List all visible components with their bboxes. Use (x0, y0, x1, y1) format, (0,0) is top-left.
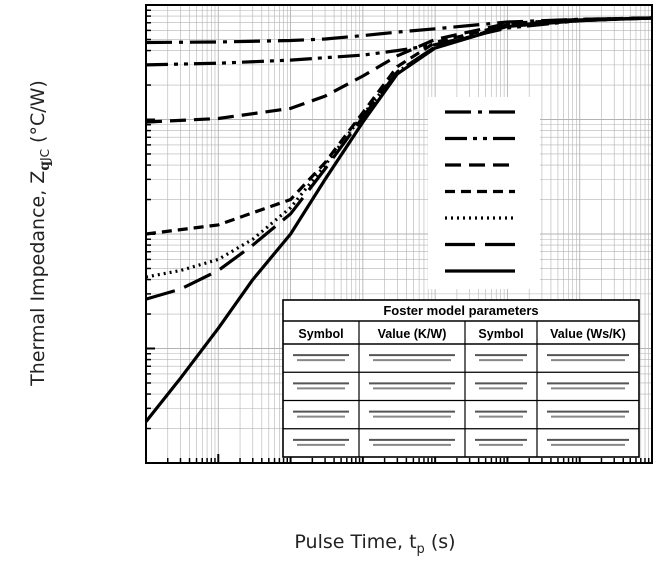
table-header-3: Symbol (478, 327, 523, 341)
illegible-cell-mark (475, 410, 527, 413)
x-axis-label: Pulse Time, tp (s) (294, 531, 455, 557)
illegible-cell-mark (475, 354, 527, 357)
illegible-cell-mark (547, 382, 629, 385)
illegible-cell-mark (475, 438, 527, 441)
series-line-dotted (145, 16, 653, 279)
illegible-cell-mark (293, 438, 349, 441)
illegible-cell-mark (369, 382, 455, 385)
illegible-cell-mark (369, 438, 455, 441)
table-title: Foster model parameters (383, 303, 538, 318)
illegible-cell-mark (373, 443, 451, 446)
illegible-cell-mark (373, 415, 451, 418)
illegible-cell-mark (547, 354, 629, 357)
foster-model-table: Foster model parameters Symbol Value (K/W)… (282, 299, 640, 458)
series-line-solid (144, 16, 653, 423)
series-line-short-dash (145, 16, 653, 236)
illegible-cell-mark (293, 354, 349, 357)
illegible-cell-mark (369, 410, 455, 413)
table-header-4: Value (Ws/K) (550, 327, 626, 341)
table-frame (282, 299, 640, 458)
illegible-cell-mark (547, 410, 629, 413)
illegible-cell-mark (297, 443, 345, 446)
table-header-1: Symbol (298, 327, 343, 341)
illegible-cell-mark (373, 387, 451, 390)
illegible-cell-mark (479, 387, 523, 390)
illegible-cell-mark (293, 382, 349, 385)
illegible-cell-mark (297, 387, 345, 390)
illegible-cell-mark (551, 387, 625, 390)
table-header-2: Value (K/W) (378, 327, 447, 341)
series-line-dash-dot-dot (145, 16, 653, 67)
illegible-cell-mark (547, 438, 629, 441)
illegible-cell-mark (479, 415, 523, 418)
illegible-cell-mark (297, 415, 345, 418)
legend (428, 97, 540, 289)
axes (145, 4, 653, 464)
y-axis-label: Thermal Impedance, ZqJC (°C/W) (27, 80, 53, 387)
illegible-cell-mark (293, 410, 349, 413)
illegible-cell-mark (551, 415, 625, 418)
illegible-cell-mark (475, 382, 527, 385)
illegible-cell-mark (551, 359, 625, 362)
illegible-cell-mark (479, 443, 523, 446)
illegible-cell-mark (551, 443, 625, 446)
illegible-cell-mark (369, 354, 455, 357)
series-group (144, 16, 653, 423)
illegible-cell-mark (373, 359, 451, 362)
illegible-cell-mark (297, 359, 345, 362)
illegible-cell-mark (479, 359, 523, 362)
